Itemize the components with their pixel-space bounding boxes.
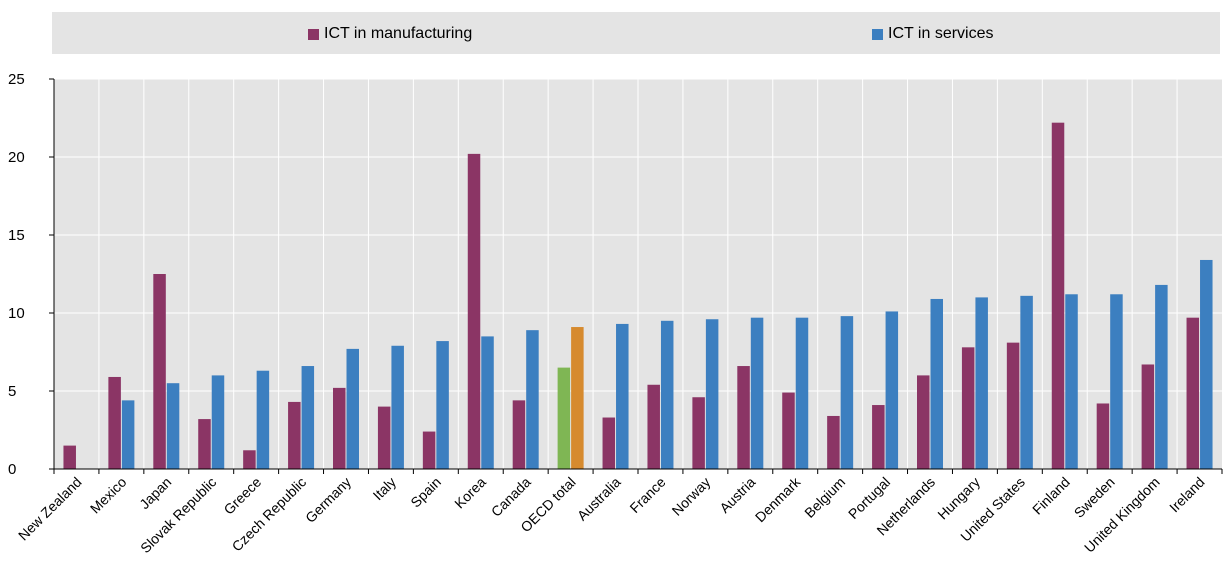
legend-label-manufacturing: ICT in manufacturing	[324, 25, 473, 42]
bar-manufacturing-25	[1186, 317, 1200, 469]
x-tick-label-7: Italy	[370, 474, 399, 503]
bar-services-22	[1065, 294, 1078, 469]
bar-manufacturing-15	[737, 366, 750, 469]
bar-services-17	[840, 316, 854, 469]
y-tick-label-2: 10	[8, 305, 25, 322]
y-tick-label-0: 0	[8, 461, 16, 478]
legend-item-manufacturing: ICT in manufacturing	[308, 25, 472, 43]
bar-manufacturing-10	[512, 400, 526, 469]
bar-services-19	[930, 298, 943, 469]
x-tick-label-22: Finland	[1029, 474, 1073, 518]
x-tick-label-25: Ireland	[1166, 474, 1208, 516]
bar-manufacturing-1	[108, 376, 121, 469]
y-tick-label-1: 5	[8, 383, 16, 400]
bar-services-11	[571, 327, 584, 469]
x-tick-label-14: Norway	[669, 474, 714, 519]
x-tick-label-13: France	[626, 474, 668, 516]
x-tick-label-16: Denmark	[752, 473, 804, 525]
bar-manufacturing-19	[917, 375, 930, 469]
bar-manufacturing-8	[422, 431, 436, 469]
bar-services-5	[301, 366, 315, 469]
x-tick-label-0: New Zealand	[15, 474, 85, 544]
bar-manufacturing-6	[333, 387, 346, 469]
x-tick-label-4: Greece	[220, 474, 264, 518]
bar-manufacturing-23	[1096, 403, 1110, 469]
bar-services-10	[526, 330, 539, 469]
bar-services-12	[616, 323, 629, 469]
bar-manufacturing-20	[961, 347, 975, 469]
bar-services-14	[705, 319, 719, 469]
legend: ICT in manufacturing ICT in services	[52, 12, 1220, 54]
y-tick-label-5: 25	[8, 71, 25, 88]
bar-services-8	[436, 341, 449, 469]
bar-services-20	[975, 297, 988, 469]
bar-services-3	[211, 375, 225, 469]
y-tick-label-3: 15	[8, 227, 25, 244]
bar-manufacturing-12	[602, 417, 616, 469]
bar-services-24	[1155, 284, 1168, 469]
bar-manufacturing-14	[692, 397, 705, 469]
bar-services-7	[391, 345, 404, 469]
bar-services-9	[481, 336, 494, 469]
legend-swatch-services	[872, 28, 883, 40]
legend-label-services: ICT in services	[888, 25, 994, 42]
bar-services-6	[346, 348, 359, 469]
bar-manufacturing-24	[1141, 364, 1155, 469]
bar-services-1	[121, 400, 135, 469]
bar-manufacturing-5	[288, 401, 301, 469]
x-tick-label-2: Japan	[136, 474, 174, 512]
bar-manufacturing-22	[1051, 122, 1065, 470]
bar-manufacturing-4	[243, 450, 256, 469]
bar-services-2	[166, 383, 180, 469]
bar-services-21	[1020, 295, 1033, 469]
bar-manufacturing-3	[198, 419, 211, 469]
legend-swatch-manufacturing	[308, 28, 319, 40]
bar-services-15	[750, 317, 764, 469]
x-tick-label-12: Australia	[574, 474, 624, 524]
y-tick-label-4: 20	[8, 149, 25, 166]
bar-services-25	[1200, 259, 1213, 469]
bar-services-13	[660, 320, 674, 469]
bar-services-18	[885, 311, 899, 469]
bar-services-16	[795, 317, 809, 469]
x-tick-label-1: Mexico	[87, 474, 130, 517]
x-tick-label-17: Belgium	[801, 474, 848, 521]
bar-manufacturing-21	[1006, 342, 1020, 469]
bar-manufacturing-18	[872, 405, 885, 469]
x-tick-label-6: Germany	[302, 474, 354, 526]
bar-manufacturing-7	[377, 406, 391, 469]
bar-manufacturing-0	[63, 445, 76, 469]
x-tick-label-9: Korea	[451, 474, 489, 512]
bar-services-4	[256, 370, 270, 469]
bar-manufacturing-17	[827, 415, 840, 469]
legend-item-services: ICT in services	[872, 25, 994, 43]
x-tick-label-8: Spain	[407, 474, 444, 511]
bar-manufacturing-2	[153, 274, 166, 469]
bar-manufacturing-9	[467, 153, 481, 469]
bar-manufacturing-13	[647, 384, 660, 469]
bar-manufacturing-11	[557, 367, 571, 469]
x-tick-label-15: Austria	[716, 474, 758, 516]
bar-services-23	[1110, 294, 1123, 469]
bar-manufacturing-16	[782, 392, 795, 469]
